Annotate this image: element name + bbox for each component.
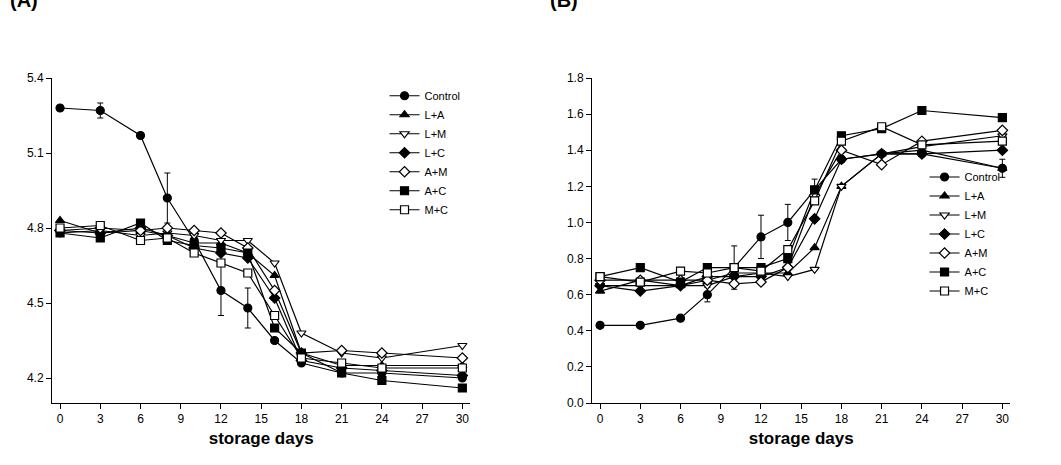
svg-text:9: 9 xyxy=(177,412,184,426)
svg-text:5.4: 5.4 xyxy=(27,71,44,85)
svg-text:0: 0 xyxy=(57,412,64,426)
svg-text:30: 30 xyxy=(456,412,470,426)
svg-text:L+M: L+M xyxy=(425,128,447,140)
svg-text:L+M: L+M xyxy=(965,209,987,221)
svg-text:6: 6 xyxy=(677,412,684,426)
svg-text:1.6: 1.6 xyxy=(567,107,584,121)
svg-text:1.8: 1.8 xyxy=(567,71,584,85)
svg-text:24: 24 xyxy=(915,412,929,426)
svg-text:24: 24 xyxy=(375,412,389,426)
svg-text:30: 30 xyxy=(996,412,1010,426)
svg-text:4.2: 4.2 xyxy=(27,371,44,385)
svg-text:storage days: storage days xyxy=(209,429,314,448)
svg-text:4.5: 4.5 xyxy=(27,296,44,310)
svg-text:A+M: A+M xyxy=(965,247,988,259)
svg-text:0.4: 0.4 xyxy=(567,324,584,338)
svg-text:(A): (A) xyxy=(10,0,38,11)
svg-text:27: 27 xyxy=(415,412,429,426)
svg-text:12: 12 xyxy=(754,412,768,426)
svg-text:1.0: 1.0 xyxy=(567,216,584,230)
svg-text:L+A: L+A xyxy=(425,109,446,121)
svg-text:L+C: L+C xyxy=(965,228,986,240)
svg-text:Control: Control xyxy=(425,90,460,102)
svg-text:15: 15 xyxy=(255,412,269,426)
svg-text:3: 3 xyxy=(637,412,644,426)
svg-text:12: 12 xyxy=(214,412,228,426)
svg-text:15: 15 xyxy=(795,412,809,426)
svg-text:M+C: M+C xyxy=(965,285,989,297)
svg-text:21: 21 xyxy=(875,412,889,426)
svg-text:0.2: 0.2 xyxy=(567,360,584,374)
svg-text:M+C: M+C xyxy=(425,204,449,216)
svg-text:(B): (B) xyxy=(550,0,578,11)
svg-text:3: 3 xyxy=(97,412,104,426)
svg-text:1.2: 1.2 xyxy=(567,180,584,194)
svg-text:1.4: 1.4 xyxy=(567,143,584,157)
svg-text:6: 6 xyxy=(137,412,144,426)
svg-text:0.8: 0.8 xyxy=(567,252,584,266)
svg-text:9: 9 xyxy=(717,412,724,426)
svg-text:18: 18 xyxy=(835,412,849,426)
svg-text:21: 21 xyxy=(335,412,349,426)
svg-text:0: 0 xyxy=(597,412,604,426)
svg-text:A+C: A+C xyxy=(425,185,447,197)
svg-text:0.6: 0.6 xyxy=(567,288,584,302)
svg-text:A+M: A+M xyxy=(425,166,448,178)
svg-text:L+C: L+C xyxy=(425,147,446,159)
svg-text:A+C: A+C xyxy=(965,266,987,278)
svg-text:27: 27 xyxy=(955,412,969,426)
svg-text:storage days: storage days xyxy=(749,429,854,448)
svg-text:18: 18 xyxy=(295,412,309,426)
svg-text:0.0: 0.0 xyxy=(567,396,584,410)
svg-text:Control: Control xyxy=(965,171,1000,183)
svg-text:4.8: 4.8 xyxy=(27,221,44,235)
svg-text:L+A: L+A xyxy=(965,190,986,202)
svg-text:5.1: 5.1 xyxy=(27,146,44,160)
